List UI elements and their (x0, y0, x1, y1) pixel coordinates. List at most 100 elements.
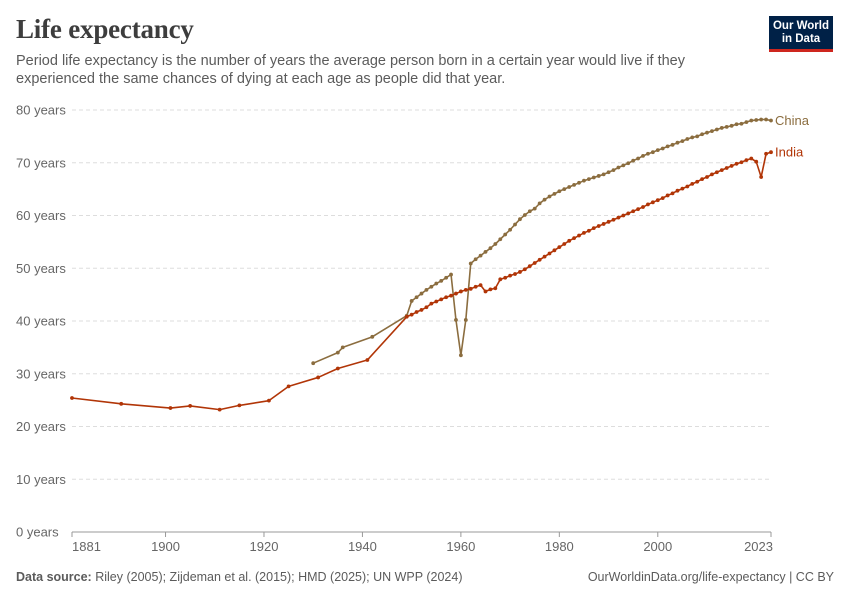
data-point-china[interactable] (655, 148, 660, 152)
data-point-india[interactable] (719, 168, 724, 173)
data-point-china[interactable] (601, 172, 606, 177)
data-point-india[interactable] (217, 407, 222, 412)
data-point-india[interactable] (591, 226, 596, 231)
data-point-china[interactable] (483, 249, 488, 254)
data-point-china[interactable] (611, 168, 616, 173)
data-point-india[interactable] (714, 170, 719, 175)
data-point-china[interactable] (488, 246, 493, 251)
data-point-china[interactable] (764, 117, 768, 122)
data-point-china[interactable] (695, 134, 700, 139)
data-point-china[interactable] (513, 222, 517, 227)
data-point-india[interactable] (670, 191, 675, 196)
data-point-india[interactable] (626, 211, 631, 216)
data-point-china[interactable] (468, 261, 473, 266)
data-point-india[interactable] (729, 164, 734, 168)
data-point-india[interactable] (764, 151, 768, 156)
data-point-china[interactable] (739, 121, 744, 126)
data-point-china[interactable] (478, 253, 483, 258)
data-point-india[interactable] (621, 213, 626, 218)
data-point-china[interactable] (542, 197, 547, 202)
data-point-india[interactable] (552, 248, 557, 253)
series-india[interactable]: India (70, 145, 804, 412)
data-point-india[interactable] (547, 251, 552, 256)
data-point-india[interactable] (478, 283, 483, 288)
data-point-china[interactable] (449, 272, 453, 277)
data-point-china[interactable] (454, 318, 458, 322)
data-point-india[interactable] (557, 245, 562, 250)
data-point-india[interactable] (483, 289, 488, 294)
data-point-india[interactable] (503, 275, 508, 280)
data-point-china[interactable] (572, 183, 576, 187)
data-point-india[interactable] (542, 254, 547, 259)
data-point-india[interactable] (611, 217, 616, 222)
data-point-china[interactable] (311, 361, 316, 366)
data-point-india[interactable] (493, 286, 498, 291)
data-point-india[interactable] (606, 219, 611, 224)
data-point-india[interactable] (650, 200, 655, 205)
data-point-india[interactable] (724, 166, 729, 170)
data-point-china[interactable] (724, 124, 729, 129)
series-china[interactable]: China (311, 113, 810, 366)
data-point-china[interactable] (591, 175, 596, 180)
data-point-china[interactable] (532, 206, 537, 211)
data-point-china[interactable] (631, 158, 636, 163)
data-point-china[interactable] (562, 187, 567, 192)
data-point-india[interactable] (488, 287, 493, 292)
data-point-india[interactable] (695, 179, 700, 184)
data-point-india[interactable] (616, 215, 621, 220)
data-point-india[interactable] (463, 287, 468, 292)
data-point-china[interactable] (458, 353, 463, 358)
data-point-india[interactable] (734, 161, 739, 166)
data-point-india[interactable] (675, 188, 680, 193)
data-point-india[interactable] (739, 160, 744, 165)
data-point-china[interactable] (335, 350, 340, 355)
data-point-india[interactable] (582, 231, 586, 235)
data-point-china[interactable] (754, 118, 759, 122)
data-point-india[interactable] (429, 301, 434, 306)
data-point-india[interactable] (562, 242, 567, 246)
data-point-china[interactable] (626, 161, 631, 166)
data-point-india[interactable] (168, 406, 173, 410)
data-point-china[interactable] (586, 177, 591, 182)
data-point-china[interactable] (670, 142, 675, 147)
data-point-india[interactable] (444, 295, 449, 300)
data-point-china[interactable] (606, 170, 611, 175)
data-point-india[interactable] (690, 181, 695, 186)
data-point-india[interactable] (586, 228, 591, 233)
data-point-india[interactable] (424, 305, 429, 310)
data-point-india[interactable] (404, 314, 409, 319)
data-point-india[interactable] (749, 156, 754, 161)
data-point-india[interactable] (365, 358, 370, 362)
data-point-china[interactable] (729, 123, 734, 128)
data-point-china[interactable] (503, 232, 508, 237)
data-point-china[interactable] (744, 120, 749, 125)
data-point-india[interactable] (468, 286, 473, 291)
data-point-india[interactable] (237, 403, 242, 408)
data-point-china[interactable] (759, 117, 764, 122)
data-point-india[interactable] (596, 224, 601, 228)
data-point-china[interactable] (444, 275, 449, 280)
data-point-india[interactable] (70, 396, 74, 400)
data-point-china[interactable] (636, 156, 640, 161)
data-point-china[interactable] (424, 287, 429, 292)
data-point-india[interactable] (700, 177, 704, 182)
data-point-china[interactable] (439, 279, 444, 283)
data-point-india[interactable] (754, 159, 759, 164)
data-point-china[interactable] (660, 146, 665, 151)
data-point-china[interactable] (552, 191, 557, 196)
owid-logo[interactable]: Our World in Data (769, 16, 833, 52)
data-point-india[interactable] (527, 264, 532, 269)
data-point-india[interactable] (532, 261, 537, 265)
data-point-india[interactable] (710, 172, 714, 177)
data-point-india[interactable] (685, 184, 690, 189)
data-point-india[interactable] (572, 236, 576, 241)
data-point-china[interactable] (690, 135, 695, 140)
data-point-china[interactable] (596, 174, 601, 178)
data-point-china[interactable] (714, 127, 719, 132)
data-point-china[interactable] (567, 185, 572, 189)
data-point-india[interactable] (458, 289, 463, 294)
data-point-india[interactable] (188, 404, 193, 408)
data-point-china[interactable] (547, 194, 552, 199)
series-line-india[interactable] (71, 151, 772, 411)
data-point-china[interactable] (473, 257, 478, 262)
